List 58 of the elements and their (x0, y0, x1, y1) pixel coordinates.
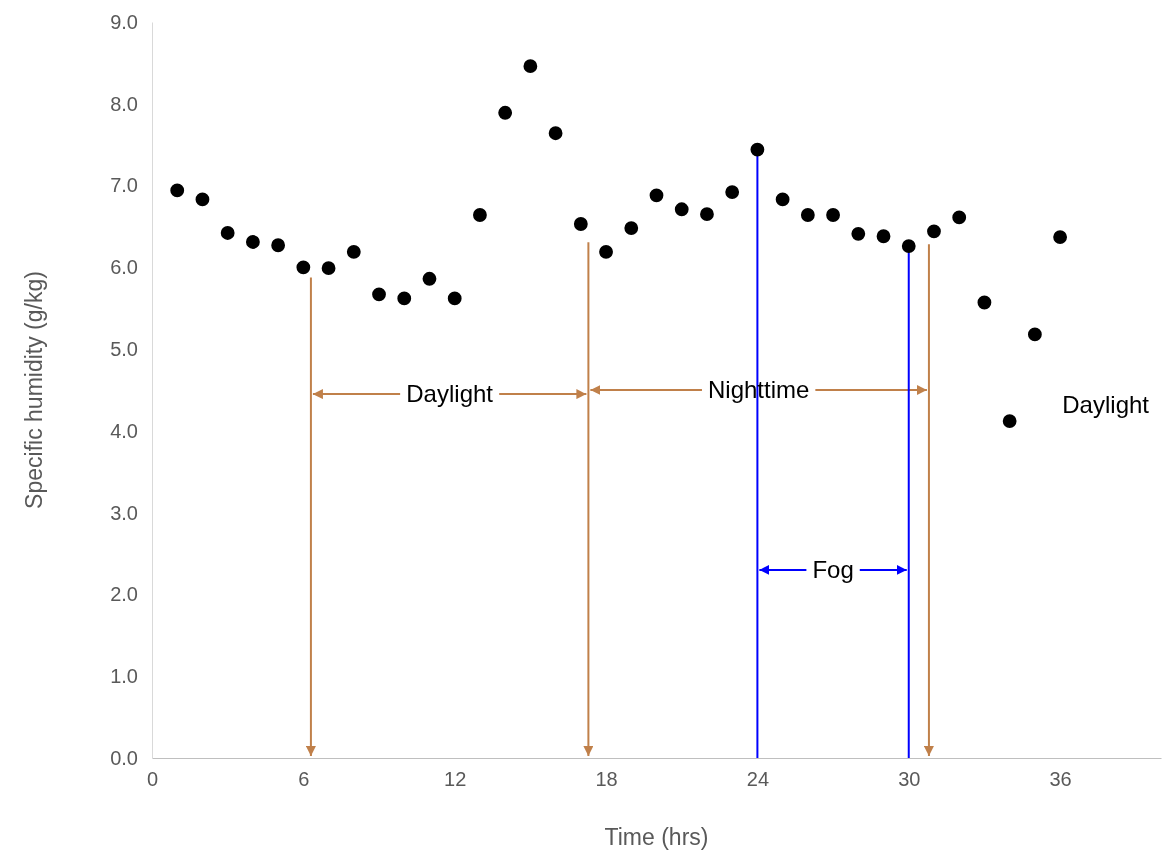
y-tick-label: 5.0 (110, 338, 138, 361)
y-tick-label: 9.0 (110, 10, 138, 33)
point (447, 291, 462, 306)
point (826, 208, 840, 222)
y-tick-label: 6.0 (110, 256, 138, 279)
point (750, 142, 765, 157)
y-tick-label: 4.0 (110, 419, 138, 442)
point (649, 188, 664, 203)
point (548, 126, 563, 141)
point (876, 229, 891, 244)
point (372, 287, 386, 302)
x-tick-label: 36 (1049, 768, 1072, 791)
point (599, 244, 613, 259)
point (851, 226, 866, 241)
point (245, 235, 260, 249)
point (977, 295, 992, 310)
x-tick-label: 24 (746, 768, 770, 791)
y-tick-label: 7.0 (110, 174, 138, 197)
point (800, 208, 815, 222)
point (775, 192, 790, 207)
y-tick-label: 0.0 (110, 746, 138, 769)
y-tick-label: 8.0 (110, 92, 138, 115)
point (523, 59, 538, 74)
point (498, 105, 513, 120)
point (397, 291, 412, 306)
point (346, 244, 361, 259)
point (195, 192, 210, 207)
point (901, 239, 916, 253)
x-tick-label: 12 (444, 768, 467, 791)
x-tick-label: 0 (146, 768, 159, 791)
point (927, 224, 941, 239)
point (674, 202, 689, 217)
point (321, 261, 336, 276)
point (422, 271, 437, 286)
x-tick-label: 30 (898, 768, 921, 791)
y-tick-label: 1.0 (110, 665, 138, 688)
x-tick-label: 6 (298, 768, 310, 791)
annotation: Fog (812, 556, 854, 584)
point (624, 221, 639, 235)
point (573, 217, 588, 231)
y-tick-label: 3.0 (110, 501, 138, 524)
point (271, 238, 286, 253)
point (1027, 327, 1042, 342)
y-axis-title: Specific humidity (g/kg) (21, 271, 47, 509)
point (220, 226, 235, 240)
point (700, 207, 714, 222)
x-axis-title: Time (hrs) (604, 824, 709, 850)
point (296, 260, 311, 275)
point (1053, 230, 1068, 244)
annotation: Daylight (1062, 391, 1150, 419)
point (725, 185, 740, 199)
point (952, 210, 967, 225)
point (170, 183, 185, 198)
annotation: Daylight (406, 380, 494, 408)
point (1002, 414, 1017, 428)
point (473, 208, 487, 222)
y-tick-label: 2.0 (110, 583, 138, 606)
x-tick-label: 18 (595, 768, 618, 791)
